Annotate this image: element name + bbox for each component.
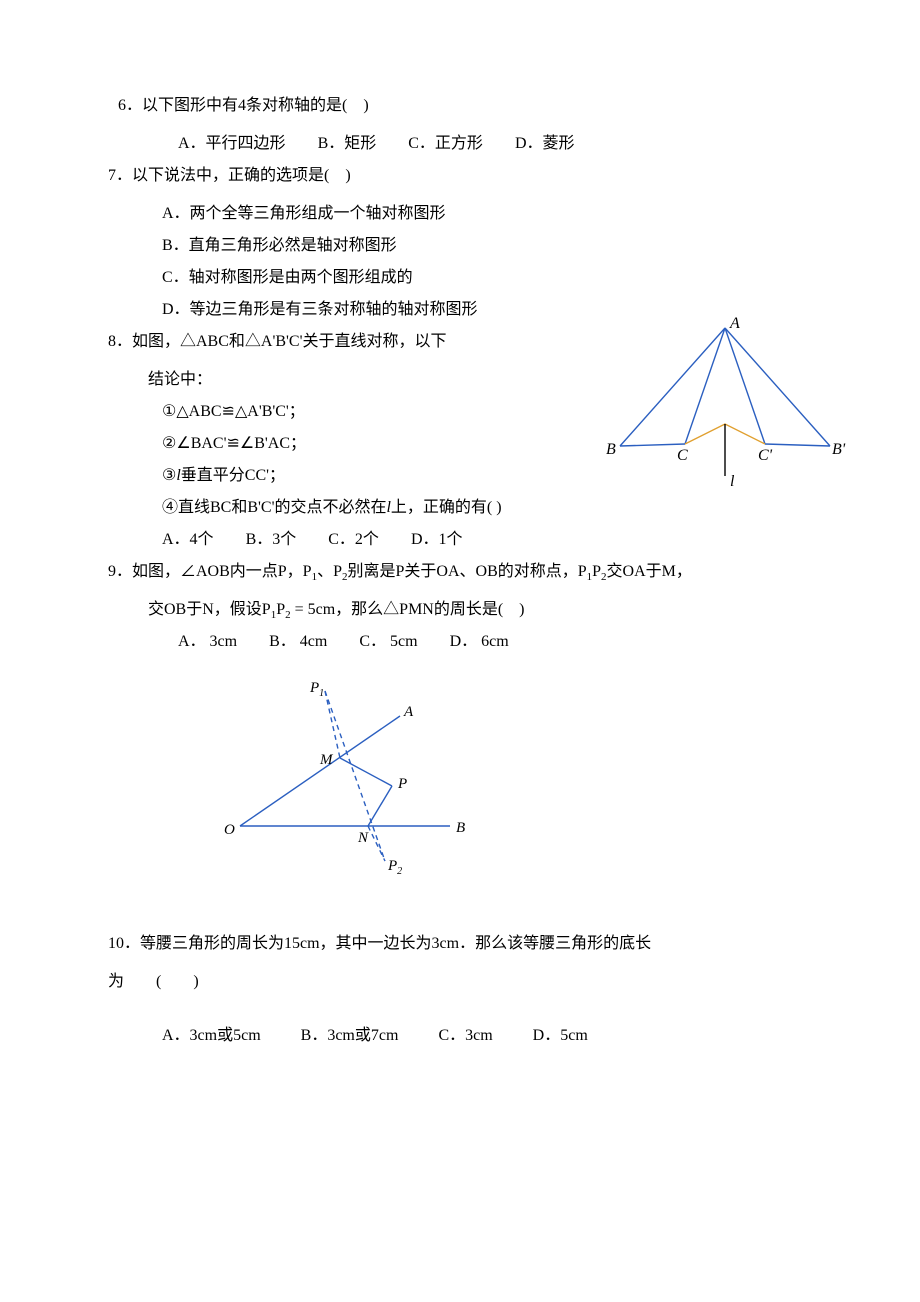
q9-l2-a: 交OB于N，假设P xyxy=(148,601,271,618)
q9-stem-b: 、P xyxy=(317,563,342,580)
q8-line-bpcp xyxy=(765,444,830,446)
q8-label-l: l xyxy=(730,473,735,490)
q9-line-p1p2 xyxy=(325,691,385,861)
q9-stem-line2: 交OB于N，假设P1P2 = 5cm，那么△PMN的周长是( ) xyxy=(60,594,860,626)
q6-stem: 6．以下图形中有4条对称轴的是( ) xyxy=(60,90,860,122)
q10-opt-a: A．3cm或5cm xyxy=(162,1027,261,1044)
q8-line-abp xyxy=(725,328,830,446)
q8-opt-a: A．4个 xyxy=(162,531,214,548)
q9-label-p2: P2 xyxy=(387,858,402,876)
q9-stem-c: 别离是P关于OA、OB的对称点，P xyxy=(348,563,587,580)
q7-opt-a: A．两个全等三角形组成一个轴对称图形 xyxy=(60,198,860,230)
q8-c4-pre: ④直线BC和B'C'的交点不必然在 xyxy=(162,499,386,516)
q8-c3-post: 垂直平分CC'； xyxy=(181,467,285,484)
q9-label-p1: P1 xyxy=(309,680,324,699)
q6-options: A．平行四边形 B．矩形 C．正方形 D．菱形 xyxy=(60,128,860,160)
q8-c4-post: 上，正确的有( ) xyxy=(391,499,502,516)
q9-stem-a: 9．如图，∠AOB内一点P，P xyxy=(108,563,312,580)
q9-label-a: A xyxy=(403,704,414,720)
q10-opt-b: B．3cm或7cm xyxy=(301,1027,399,1044)
q10-options: A．3cm或5cm B．3cm或7cm C．3cm D．5cm xyxy=(60,1020,860,1052)
q9-opt-a: A． 3cm xyxy=(178,633,237,650)
q9-label-n: N xyxy=(357,830,369,846)
q9-label-p: P xyxy=(397,776,407,792)
q8-opt-d: D．1个 xyxy=(411,531,463,548)
q9-figure: P1 A M P O N B P2 xyxy=(210,676,490,876)
q9-opt-c: C． 5cm xyxy=(359,633,417,650)
q9-l2-c: = 5cm，那么△PMN的周长是( ) xyxy=(291,601,525,618)
q9-opt-d: D． 6cm xyxy=(450,633,509,650)
q9-label-b: B xyxy=(456,820,465,836)
q9-options: A． 3cm B． 4cm C． 5cm D． 6cm xyxy=(60,626,860,658)
q8-figure: A B C C' B' l xyxy=(600,316,850,496)
q8-line-bc xyxy=(620,444,685,446)
q7-opt-c: C．轴对称图形是由两个图形组成的 xyxy=(60,262,860,294)
q10-opt-c: C．3cm xyxy=(438,1027,492,1044)
q9-stem-e: 交OA于M， xyxy=(607,563,692,580)
q9-label-m: M xyxy=(319,752,334,768)
q8-c4: ④直线BC和B'C'的交点不必然在l上，正确的有( ) xyxy=(60,492,860,524)
q6-opt-a: A．平行四边形 xyxy=(178,135,286,152)
q9-stem-d: P xyxy=(592,563,601,580)
q8-c3-pre: ③ xyxy=(162,467,176,484)
q8-label-b: B xyxy=(606,441,616,458)
q8-opt-c: C．2个 xyxy=(328,531,379,548)
q8-options: A．4个 B．3个 C．2个 D．1个 xyxy=(60,524,860,556)
q6-opt-d: D．菱形 xyxy=(515,135,575,152)
q6-opt-b: B．矩形 xyxy=(318,135,377,152)
q8-label-c: C xyxy=(677,447,688,464)
q8-label-a: A xyxy=(729,316,740,332)
q7-opt-b: B．直角三角形必然是轴对称图形 xyxy=(60,230,860,262)
q10-opt-d: D．5cm xyxy=(533,1027,588,1044)
q9-line-oa xyxy=(240,716,400,826)
q10-stem: 10．等腰三角形的周长为15cm，其中一边长为3cm．那么该等腰三角形的底长 xyxy=(60,928,860,960)
q9-line-mp xyxy=(340,758,392,786)
q10-stem2: 为 ( ) xyxy=(60,966,860,998)
q9-label-o: O xyxy=(224,822,235,838)
q8-label-bp: B' xyxy=(832,441,846,458)
q9-opt-b: B． 4cm xyxy=(269,633,327,650)
q6-opt-c: C．正方形 xyxy=(408,135,483,152)
q9-stem: 9．如图，∠AOB内一点P，P1、P2别离是P关于OA、OB的对称点，P1P2交… xyxy=(60,556,860,588)
q7-stem: 7．以下说法中，正确的选项是( ) xyxy=(60,160,860,192)
q9-l2-b: P xyxy=(276,601,285,618)
q8-label-cp: C' xyxy=(758,447,773,464)
q8-line-ab xyxy=(620,328,725,446)
q9-line-pn xyxy=(368,786,392,826)
q9-line-p1m xyxy=(325,691,340,758)
q8-opt-b: B．3个 xyxy=(246,531,297,548)
